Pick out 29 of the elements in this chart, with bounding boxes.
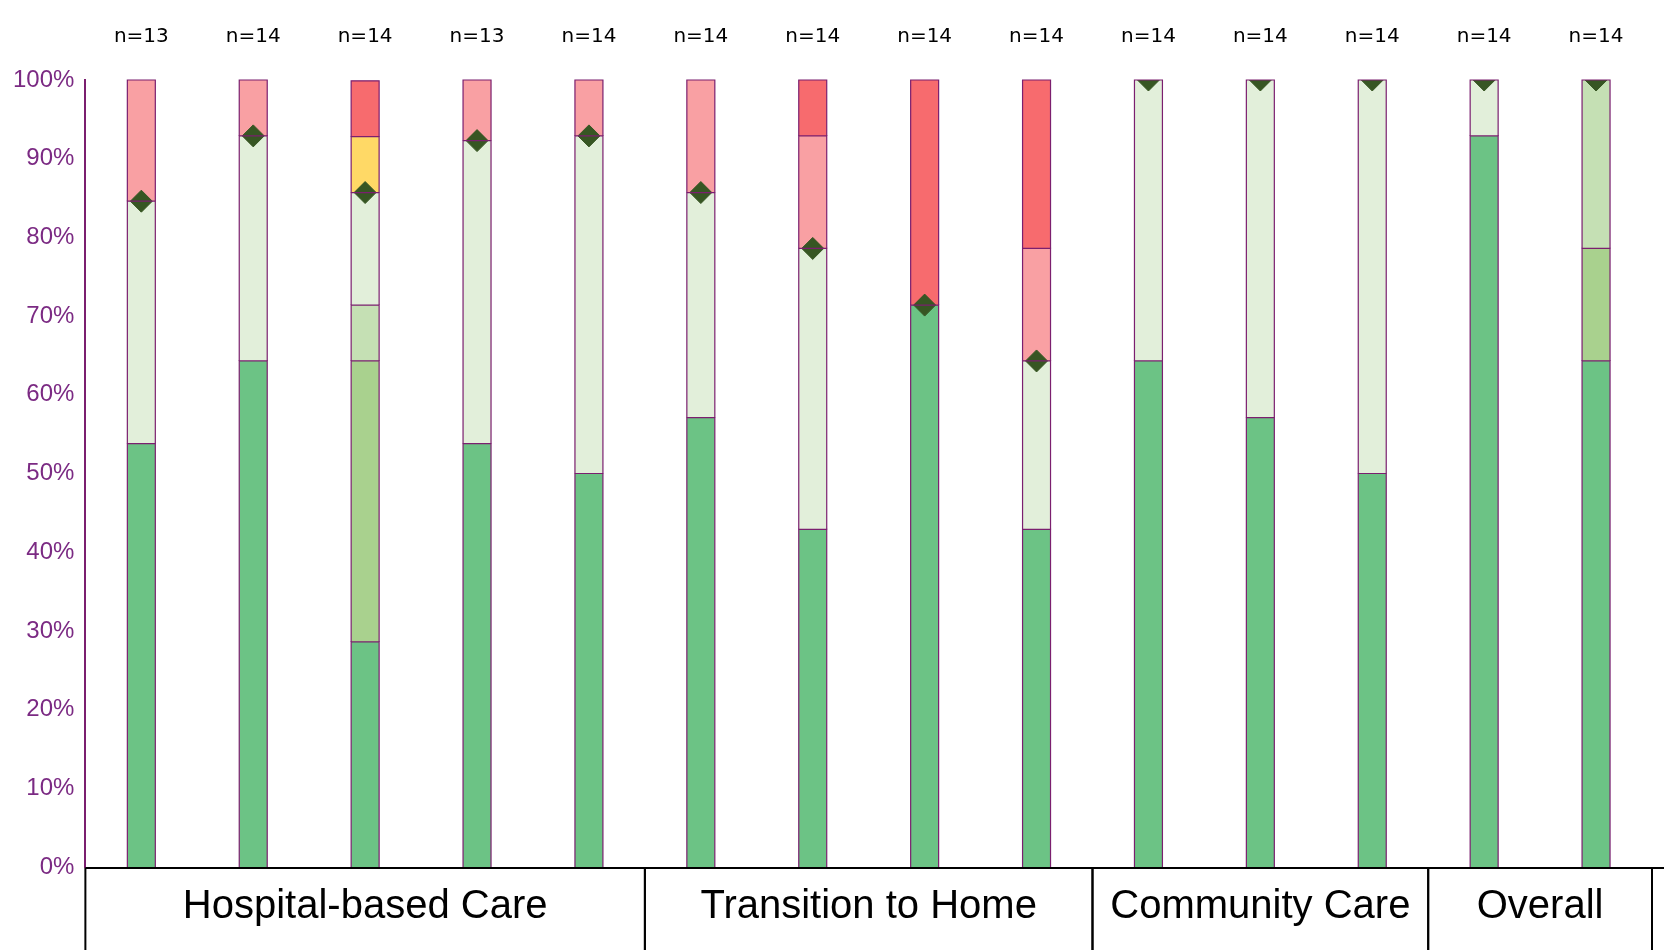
y-tick-label: 60% xyxy=(26,379,75,407)
text: n=13 xyxy=(449,23,505,48)
y-tick-label: 90% xyxy=(26,143,75,171)
text: n=14 xyxy=(1009,23,1064,48)
text: Hospital-based Care xyxy=(182,882,548,927)
text: n=14 xyxy=(1232,23,1288,48)
text: Community Care xyxy=(1110,882,1411,927)
text: n=14 xyxy=(1568,23,1624,48)
y-tick-label: 10% xyxy=(26,772,75,800)
y-tick-label: 100% xyxy=(12,64,75,92)
text: n=14 xyxy=(225,23,281,48)
y-tick-label: 20% xyxy=(26,694,75,722)
text: n=14 xyxy=(1344,23,1400,48)
y-tick-label: 40% xyxy=(26,536,75,564)
text: Overall xyxy=(1476,882,1604,927)
text: n=13 xyxy=(113,23,169,48)
text: n=14 xyxy=(1456,23,1512,48)
y-tick-label: 30% xyxy=(26,615,75,643)
text: n=14 xyxy=(1121,23,1176,48)
y-tick-label: 50% xyxy=(26,458,75,486)
y-tick-label: 70% xyxy=(26,300,75,328)
y-tick-label: 80% xyxy=(26,222,75,250)
text: n=14 xyxy=(785,23,841,48)
text: Transition to Home xyxy=(700,882,1037,927)
text: n=14 xyxy=(337,23,393,48)
text: n=14 xyxy=(897,23,953,48)
text: n=14 xyxy=(673,23,729,48)
y-tick-label: 0% xyxy=(39,851,75,879)
text: n=14 xyxy=(561,23,617,48)
